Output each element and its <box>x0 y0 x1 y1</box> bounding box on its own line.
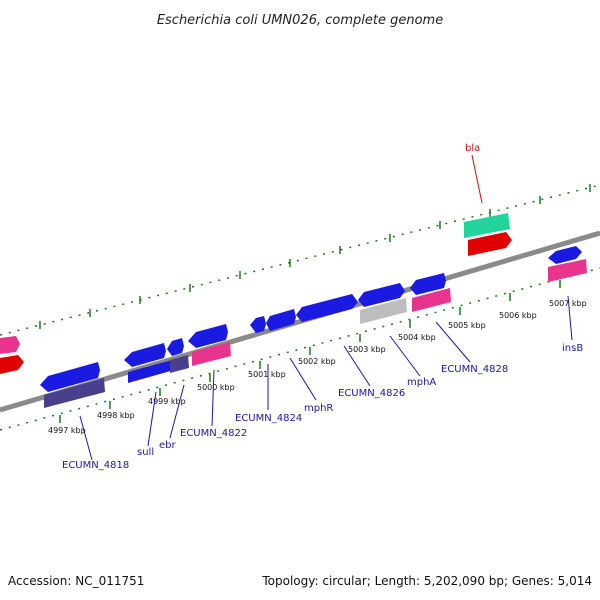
feature-ECUMN_4822-cds[interactable] <box>188 324 228 348</box>
tick-label-5001: 5001 kbp <box>248 370 286 379</box>
label-leaders <box>79 154 573 461</box>
feature-sull-cds-bottom[interactable] <box>128 360 174 383</box>
gene-label-ECUMN_4828[interactable]: ECUMN_4828 <box>441 364 508 375</box>
genome-summary-text: Topology: circular; Length: 5,202,090 bp… <box>261 574 592 588</box>
feature-ECUMN_4818-pseudo[interactable] <box>44 378 105 408</box>
feature-ECUMN_4828-cds[interactable] <box>410 273 446 295</box>
tick-label-5000: 5000 kbp <box>197 383 235 392</box>
feature-ECUMN_4824-cds[interactable] <box>250 316 266 333</box>
gene-label-mphR[interactable]: mphR <box>304 403 333 414</box>
feature-ECUMN_4818-cds[interactable] <box>40 362 100 392</box>
lower-tick-track <box>0 267 600 431</box>
gene-label-ebr[interactable]: ebr <box>159 440 177 451</box>
gene-label-ECUMN_4818[interactable]: ECUMN_4818 <box>62 460 129 471</box>
feature-ebr-cds[interactable] <box>167 338 184 356</box>
gene-label-ECUMN_4824[interactable]: ECUMN_4824 <box>235 413 302 424</box>
feature-bla-red[interactable] <box>468 232 512 256</box>
tick-label-5004: 5004 kbp <box>398 333 436 342</box>
lower-major-ticks <box>59 280 561 423</box>
scale-labels: 4997 kbp 4998 kbp 4999 kbp 5000 kbp 5001… <box>48 299 587 435</box>
gene-label-ECUMN_4822[interactable]: ECUMN_4822 <box>180 428 247 439</box>
feature-left-red[interactable] <box>0 355 24 374</box>
tick-label-5002: 5002 kbp <box>298 357 336 366</box>
feature-ebr-pseudo[interactable] <box>170 355 189 373</box>
gene-label-mphA[interactable]: mphA <box>407 377 436 388</box>
feature-insB-pink[interactable] <box>548 259 587 282</box>
feature-mphR-cds[interactable] <box>266 309 296 331</box>
feature-ECUMN_4822-pink[interactable] <box>192 342 231 366</box>
feature-insB-cds[interactable] <box>548 246 582 264</box>
tick-label-4999: 4999 kbp <box>148 397 186 406</box>
feature-left-pink[interactable] <box>0 336 20 354</box>
tick-label-5006: 5006 kbp <box>499 311 537 320</box>
tick-label-5005: 5005 kbp <box>448 321 486 330</box>
feature-sull-cds-top[interactable] <box>124 343 166 367</box>
gene-label-insB[interactable]: insB <box>562 343 583 354</box>
feature-bla-green[interactable] <box>464 213 510 238</box>
feature-ECUMN_4828-pink[interactable] <box>412 288 451 312</box>
gene-label-ECUMN_4826[interactable]: ECUMN_4826 <box>338 388 405 399</box>
upper-major-ticks <box>39 184 591 329</box>
tick-label-4997: 4997 kbp <box>48 426 86 435</box>
feature-mphA-cds[interactable] <box>358 283 405 307</box>
feature-ECUMN_4826-cds[interactable] <box>296 294 358 322</box>
map-title: Escherichia coli UMN026, complete genome <box>157 13 443 28</box>
tick-label-5003: 5003 kbp <box>348 345 386 354</box>
gene-label-sull[interactable]: sull <box>137 447 154 458</box>
feature-mphA-gray[interactable] <box>360 298 407 324</box>
gene-label-bla[interactable]: bla <box>465 143 480 154</box>
accession-text: Accession: NC_011751 <box>8 574 144 588</box>
tick-label-5007: 5007 kbp <box>549 299 587 308</box>
tick-label-4998: 4998 kbp <box>97 411 135 420</box>
